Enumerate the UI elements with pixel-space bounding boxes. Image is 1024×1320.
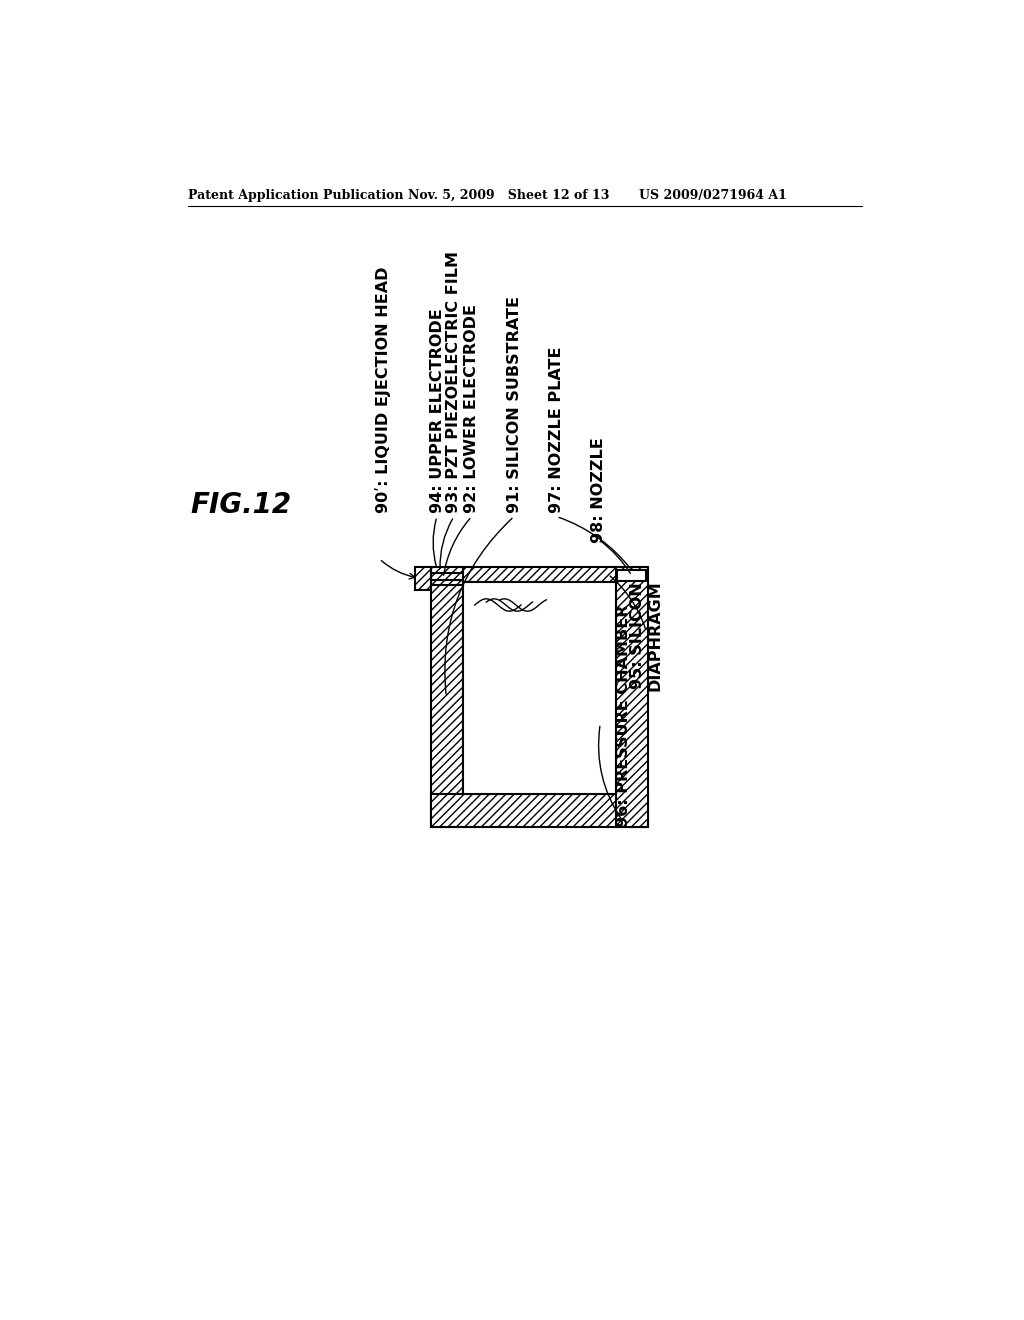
Text: Patent Application Publication: Patent Application Publication <box>188 189 403 202</box>
Text: 95: SILICON
DIAPHRAGM: 95: SILICON DIAPHRAGM <box>630 581 663 692</box>
Bar <box>431 795 648 826</box>
Text: 91: SILICON SUBSTRATE: 91: SILICON SUBSTRATE <box>507 296 521 512</box>
Text: 94: UPPER ELECTRODE: 94: UPPER ELECTRODE <box>429 308 444 512</box>
Bar <box>463 582 615 795</box>
Text: 93: PZT PIEZOELECTRIC FILM: 93: PZT PIEZOELECTRIC FILM <box>446 251 462 512</box>
Text: 90ʹ: LIQUID EJECTION HEAD: 90ʹ: LIQUID EJECTION HEAD <box>375 267 391 512</box>
Text: 92: LOWER ELECTRODE: 92: LOWER ELECTRODE <box>464 304 479 512</box>
Bar <box>431 566 463 826</box>
Bar <box>617 570 646 581</box>
Text: 96: PRESSURE CHAMBER: 96: PRESSURE CHAMBER <box>615 605 631 826</box>
Text: 98: NOZZLE: 98: NOZZLE <box>591 438 606 544</box>
Bar <box>463 582 615 795</box>
Text: FIG.12: FIG.12 <box>190 491 292 519</box>
Text: 97: NOZZLE PLATE: 97: NOZZLE PLATE <box>549 346 564 512</box>
Bar <box>463 566 615 582</box>
Bar <box>615 566 648 826</box>
Text: US 2009/0271964 A1: US 2009/0271964 A1 <box>639 189 786 202</box>
Bar <box>416 566 431 590</box>
Text: Nov. 5, 2009   Sheet 12 of 13: Nov. 5, 2009 Sheet 12 of 13 <box>408 189 609 202</box>
